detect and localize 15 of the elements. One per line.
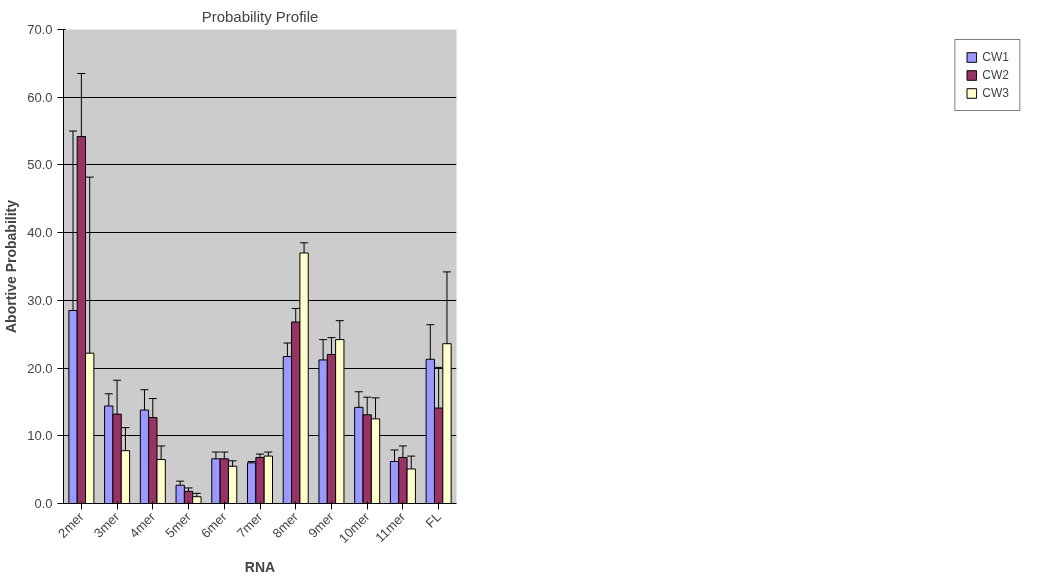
y-tick-label: 50.0 xyxy=(27,157,53,173)
x-axis-title: RNA xyxy=(244,559,276,576)
y-tick-label: 10.0 xyxy=(27,428,53,444)
y-tick-label: 0.0 xyxy=(34,496,53,511)
chart-title: Probability Profile xyxy=(201,7,319,25)
y-tick-label: 40.0 xyxy=(27,225,53,241)
y-tick-label: 30.0 xyxy=(27,292,53,308)
legend-label: CW3 xyxy=(982,86,1009,100)
y-tick-label: 60.0 xyxy=(27,89,53,105)
x-tick-label: FL xyxy=(422,509,444,531)
y-tick-label: 20.0 xyxy=(27,360,53,376)
y-axis-title: Abortive Probability xyxy=(3,199,20,334)
legend-label: CW2 xyxy=(982,68,1009,82)
legend-label: CW1 xyxy=(982,50,1009,64)
y-tick-label: 70.0 xyxy=(27,22,53,37)
